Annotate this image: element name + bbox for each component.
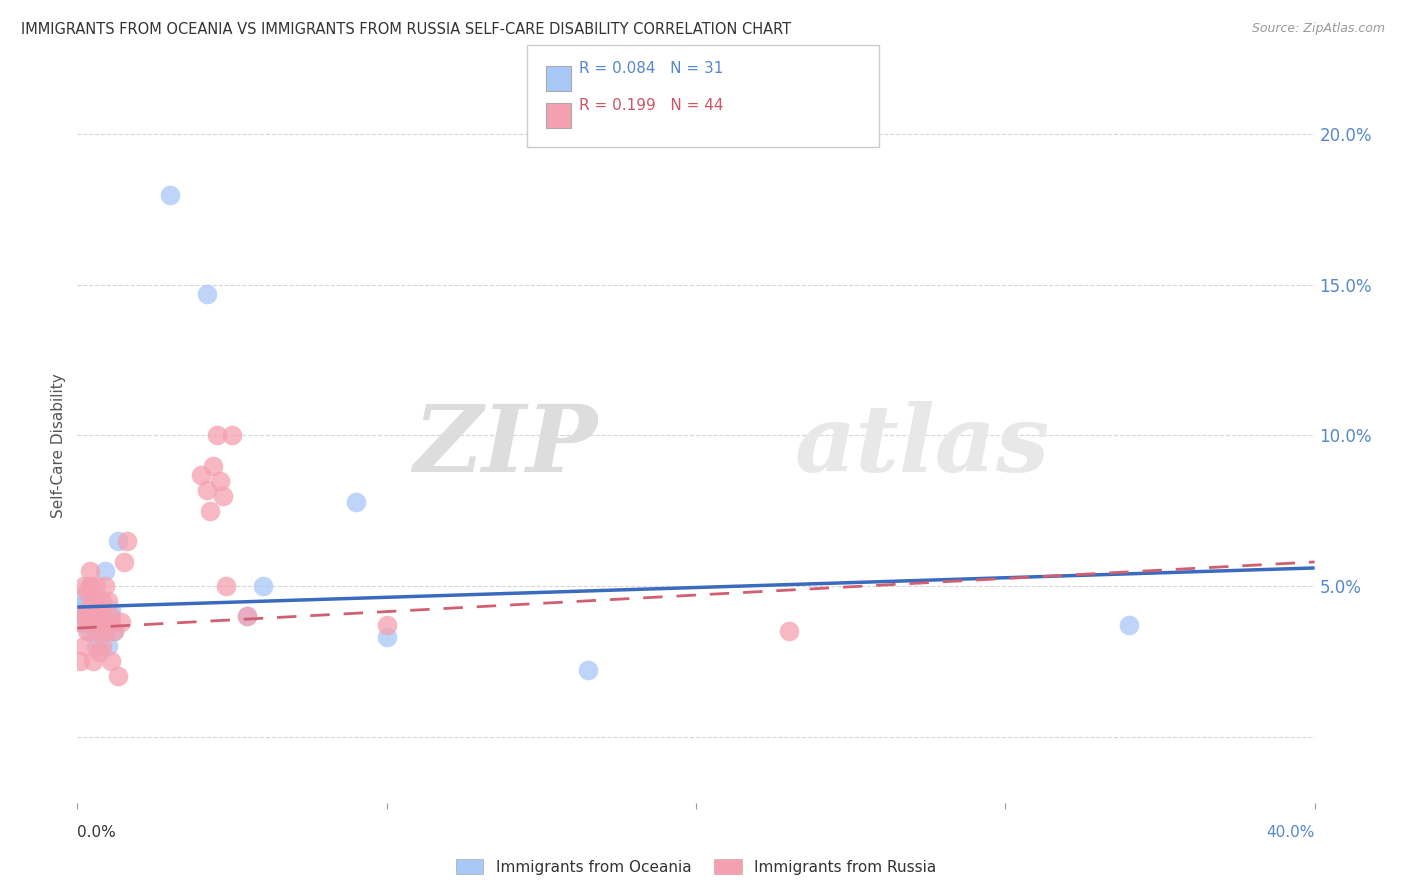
Point bbox=[87, 624, 110, 639]
Point bbox=[195, 483, 218, 497]
Point bbox=[76, 615, 98, 629]
Text: 0.0%: 0.0% bbox=[77, 825, 117, 840]
Point bbox=[211, 489, 233, 503]
Point bbox=[115, 533, 138, 548]
Point bbox=[195, 287, 218, 301]
Point bbox=[82, 603, 104, 617]
Text: Source: ZipAtlas.com: Source: ZipAtlas.com bbox=[1251, 22, 1385, 36]
Point bbox=[79, 564, 101, 578]
Point bbox=[69, 654, 91, 668]
Text: IMMIGRANTS FROM OCEANIA VS IMMIGRANTS FROM RUSSIA SELF-CARE DISABILITY CORRELATI: IMMIGRANTS FROM OCEANIA VS IMMIGRANTS FR… bbox=[21, 22, 792, 37]
Point bbox=[72, 579, 94, 593]
Point bbox=[84, 639, 107, 653]
Point bbox=[79, 624, 101, 639]
Point bbox=[87, 609, 110, 624]
Point bbox=[72, 609, 94, 624]
Point bbox=[97, 639, 120, 653]
Point bbox=[205, 428, 228, 442]
Point bbox=[110, 615, 132, 629]
Point bbox=[112, 555, 135, 569]
Point bbox=[100, 615, 122, 629]
Point bbox=[576, 663, 599, 677]
Point bbox=[215, 579, 238, 593]
Point bbox=[159, 187, 181, 202]
Text: ZIP: ZIP bbox=[413, 401, 598, 491]
Point bbox=[84, 579, 107, 593]
Point bbox=[91, 639, 114, 653]
Point bbox=[100, 654, 122, 668]
Point bbox=[84, 603, 107, 617]
Point bbox=[97, 609, 120, 624]
Point bbox=[103, 624, 125, 639]
Point bbox=[252, 579, 274, 593]
Point bbox=[100, 603, 122, 617]
Point bbox=[1118, 618, 1140, 632]
Point bbox=[87, 645, 110, 659]
Point bbox=[778, 624, 800, 639]
Point bbox=[107, 533, 129, 548]
Point bbox=[79, 609, 101, 624]
Point bbox=[375, 618, 398, 632]
Text: R = 0.199   N = 44: R = 0.199 N = 44 bbox=[579, 98, 724, 113]
Point bbox=[82, 609, 104, 624]
Point bbox=[100, 609, 122, 624]
Legend: Immigrants from Oceania, Immigrants from Russia: Immigrants from Oceania, Immigrants from… bbox=[450, 853, 942, 880]
Point bbox=[69, 615, 91, 629]
Point bbox=[97, 615, 120, 629]
Text: R = 0.084   N = 31: R = 0.084 N = 31 bbox=[579, 61, 724, 76]
Point bbox=[87, 603, 110, 617]
Point bbox=[91, 609, 114, 624]
Point bbox=[208, 474, 231, 488]
Point bbox=[190, 467, 212, 482]
Y-axis label: Self-Care Disability: Self-Care Disability bbox=[51, 374, 66, 518]
Point bbox=[84, 624, 107, 639]
Point bbox=[94, 624, 117, 639]
Point bbox=[107, 669, 129, 683]
Point bbox=[76, 594, 98, 608]
Point bbox=[82, 594, 104, 608]
Point bbox=[236, 609, 259, 624]
Point bbox=[236, 609, 259, 624]
Point bbox=[72, 639, 94, 653]
Point bbox=[94, 579, 117, 593]
Point bbox=[69, 615, 91, 629]
Text: 40.0%: 40.0% bbox=[1267, 825, 1315, 840]
Point bbox=[91, 594, 114, 608]
Point bbox=[202, 458, 225, 473]
Point bbox=[344, 494, 367, 508]
Point bbox=[76, 624, 98, 639]
Point bbox=[103, 624, 125, 639]
Point bbox=[84, 594, 107, 608]
Text: atlas: atlas bbox=[794, 401, 1050, 491]
Point bbox=[72, 597, 94, 611]
Point bbox=[221, 428, 243, 442]
Point bbox=[79, 579, 101, 593]
Point bbox=[82, 654, 104, 668]
Point bbox=[69, 603, 91, 617]
Point bbox=[82, 615, 104, 629]
Point bbox=[72, 591, 94, 605]
Point bbox=[76, 603, 98, 617]
Point bbox=[76, 585, 98, 599]
Point bbox=[200, 504, 222, 518]
Point bbox=[79, 579, 101, 593]
Point bbox=[97, 594, 120, 608]
Point bbox=[94, 564, 117, 578]
Point bbox=[375, 630, 398, 644]
Point bbox=[72, 609, 94, 624]
